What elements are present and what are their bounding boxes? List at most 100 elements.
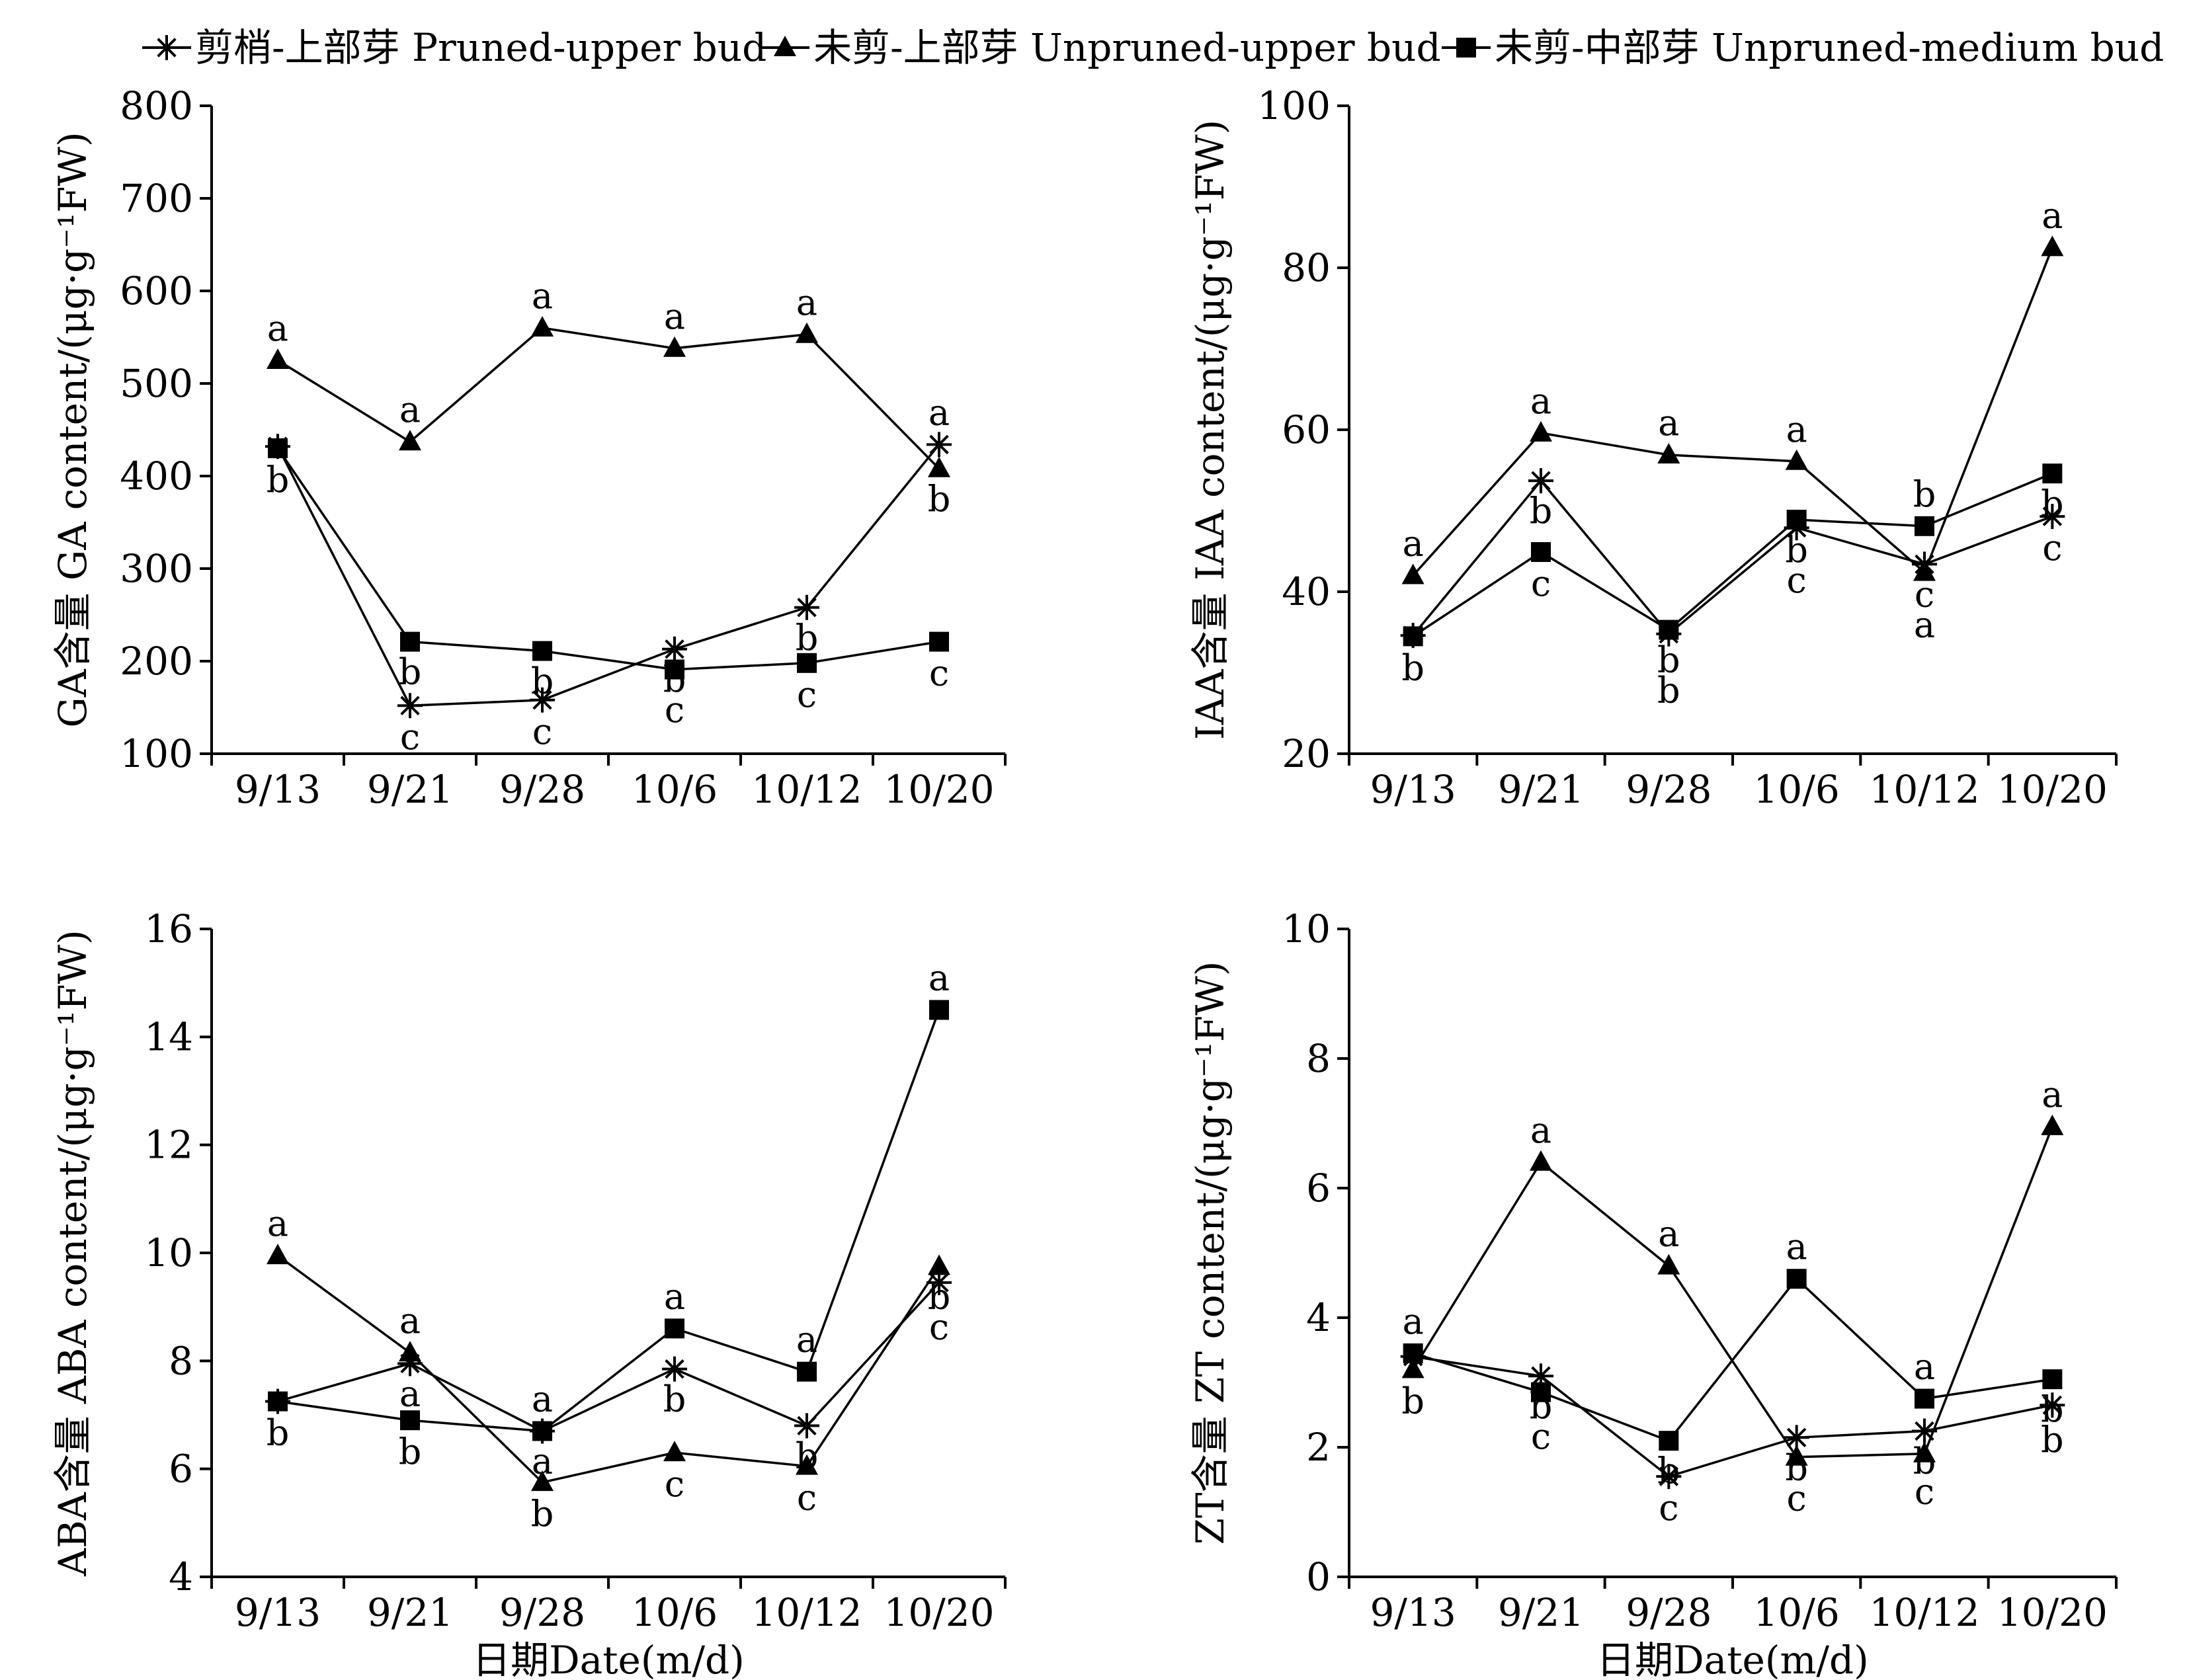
panel-2-x-tick-label-4: 10/12: [1869, 767, 1979, 812]
panel-1-sig-letter-0-square: b: [267, 459, 290, 500]
legend-item-star: 剪梢-上部芽 Pruned-upper bud: [142, 25, 766, 70]
panel-3-series-star: [265, 1269, 952, 1444]
panel-1-point-triangle-2: [531, 316, 554, 337]
panel-2: 20 40 60 80 100 9/13 9/21 9/28 10/6 10/12 10/20 IAA…: [1188, 83, 2118, 812]
panel-1-x-tick-label-2: 9/28: [499, 767, 585, 812]
panel-4-sig-letter-0-triangle: b: [1401, 1380, 1424, 1421]
panel-3-sig-letter-5-square: a: [928, 957, 950, 999]
panel-1-y-tick-label-7: 800: [120, 83, 193, 128]
panel-3-point-triangle-1: [399, 1341, 421, 1362]
panel-3-y-tick-label-6: 16: [144, 906, 193, 951]
panel-1-series-line-star: [276, 444, 940, 707]
panel-2-sig-letter-3-triangle: a: [1786, 409, 1807, 450]
panel-2-point-square-2: [1659, 620, 1679, 640]
panel-1-point-square-5: [929, 631, 949, 652]
panel-3-sig-letter-1-star: a: [399, 1373, 421, 1414]
panel-2-series-triangle: [1401, 235, 2064, 584]
panel-2-sig-letter-2-star: b: [1657, 670, 1680, 711]
panel-3-y-tick-label-2: 8: [169, 1338, 193, 1383]
panel-4-point-square-4: [1915, 1388, 1934, 1409]
panel-4-point-star-1: [1528, 1363, 1553, 1389]
panel-3-series-line-triangle: [276, 1254, 940, 1484]
panel-1-point-square-0: [268, 438, 288, 458]
panel-1-point-star-2: [530, 687, 555, 713]
panel-1-sig-letter-1-square: b: [399, 651, 422, 693]
panel-4-x-tick-label-2: 9/28: [1626, 1590, 1712, 1635]
panel-1-point-star-1: [397, 693, 423, 719]
panel-4-point-triangle-3: [1785, 1445, 1808, 1466]
panel-2-point-triangle-5: [2041, 235, 2064, 257]
panel-3-series-triangle: [267, 1244, 950, 1492]
panel-4-point-triangle-4: [1913, 1441, 1936, 1462]
panel-2-x-tick-label-2: 9/28: [1626, 767, 1712, 812]
panel-1-sig-letter-3-triangle: a: [664, 296, 685, 337]
panel-3-sig-letter-4-triangle: c: [797, 1477, 817, 1519]
panel-4-sig-letter-4-star: b: [1913, 1441, 1936, 1482]
panel-2-sig-letter-0-triangle: a: [1403, 523, 1424, 565]
panel-2-point-square-3: [1786, 509, 1807, 530]
panel-1-point-star-5: [927, 432, 952, 458]
panel-4-y-tick-label-1: 2: [1306, 1425, 1331, 1470]
panel-4-point-square-5: [2042, 1369, 2063, 1390]
panel-1-x-tick-label-0: 9/13: [235, 767, 321, 812]
panel-1-point-star-3-glyph: [662, 636, 687, 662]
legend-label-triangle: 未剪-上部芽 Unpruned-upper bud: [813, 25, 1441, 70]
panel-3-sig-letter-0-triangle: a: [267, 1203, 288, 1244]
panel-2-sig-letter-5-triangle: a: [2042, 194, 2063, 236]
panel-2-point-triangle-1: [1530, 420, 1552, 442]
panel-3-point-star-1-glyph: [397, 1351, 423, 1377]
panel-2-y-tick-label-0: 20: [1282, 731, 1331, 776]
panel-3-point-square-4: [797, 1361, 817, 1382]
panel-3-point-star-5-glyph: [927, 1269, 952, 1295]
panel-1-point-star-2-glyph: [530, 687, 555, 713]
panel-1-y-tick-label-5: 600: [120, 268, 193, 313]
panel-2-point-square-5: [2042, 463, 2063, 484]
legend-marker-triangle: [774, 36, 796, 56]
panel-4-point-square-2: [1659, 1431, 1679, 1451]
panel-1-sig-letter-1-triangle: a: [399, 389, 421, 430]
panel-2-x-tick-label-3: 10/6: [1754, 767, 1840, 812]
panel-3-sig-letter-1-square: b: [399, 1431, 422, 1472]
panel-3-point-triangle-5: [928, 1254, 950, 1275]
panel-3-x-axis-title: 日期Date(m/d): [472, 1638, 745, 1680]
legend-item-square: 未剪-中部芽 Unpruned-medium bud: [1442, 25, 2164, 70]
panel-3-point-star-3: [662, 1356, 687, 1382]
panel-3-point-square-0: [268, 1391, 288, 1412]
panel-3-sig-letter-4-star: b: [796, 1435, 819, 1476]
panel-1-sig-letter-2-triangle: a: [532, 275, 553, 317]
panel-3-point-star-1: [397, 1351, 423, 1377]
panel-1-point-square-1: [400, 631, 420, 652]
panel-3-x-tick-label-2: 9/28: [499, 1590, 585, 1635]
panel-4-series-triangle: [1401, 1114, 2064, 1466]
panel-4-point-star-4-glyph: [1912, 1418, 1937, 1444]
panel-4-y-axis-title: ZT含量 ZT content/(μg·g⁻¹FW): [1188, 961, 1233, 1545]
panel-3-point-square-3: [665, 1318, 684, 1339]
panel-3-point-triangle-0: [267, 1244, 289, 1265]
panel-3-point-triangle-4: [796, 1454, 818, 1475]
panel-1-sig-letter-4-star: b: [796, 617, 819, 659]
panel-3-sig-letter-3-star: b: [663, 1379, 686, 1420]
panel-4-sig-letter-3-square: a: [1786, 1226, 1807, 1267]
panel-2-sig-letter-2-triangle: a: [1658, 402, 1679, 444]
panel-3-y-axis-title: ABA含量 ABA content/(μg·g⁻¹FW): [50, 930, 95, 1577]
panel-3-series-line-square: [277, 1009, 940, 1433]
panel-1-point-star-4-glyph: [794, 594, 819, 620]
panel-4-sig-letter-5-square: b: [2041, 1388, 2064, 1430]
panel-2-sig-letter-1-triangle: a: [1530, 380, 1551, 422]
panel-4-point-star-2: [1656, 1464, 1682, 1490]
panel-3-x-tick-label-4: 10/12: [751, 1590, 862, 1635]
panel-2-series-star: [1400, 468, 2065, 649]
panel-3-point-triangle-2: [531, 1470, 554, 1492]
panel-4-x-tick-label-4: 10/12: [1869, 1590, 1979, 1635]
panel-2-point-star-5: [2040, 504, 2065, 530]
panel-1-point-triangle-0: [267, 348, 289, 369]
panel-2-series-line-triangle: [1412, 247, 2053, 577]
panel-4-sig-letter-3-triangle: c: [1787, 1477, 1807, 1519]
panel-4-series-line-star: [1413, 1355, 2053, 1478]
panel-1-point-star-3: [662, 636, 687, 662]
panel-4-y-tick-label-3: 6: [1306, 1166, 1331, 1211]
panel-3-sig-letter-0-square: b: [267, 1412, 290, 1454]
panel-3-x-tick-label-3: 10/6: [632, 1590, 718, 1635]
panel-2-point-square-0: [1403, 626, 1423, 647]
